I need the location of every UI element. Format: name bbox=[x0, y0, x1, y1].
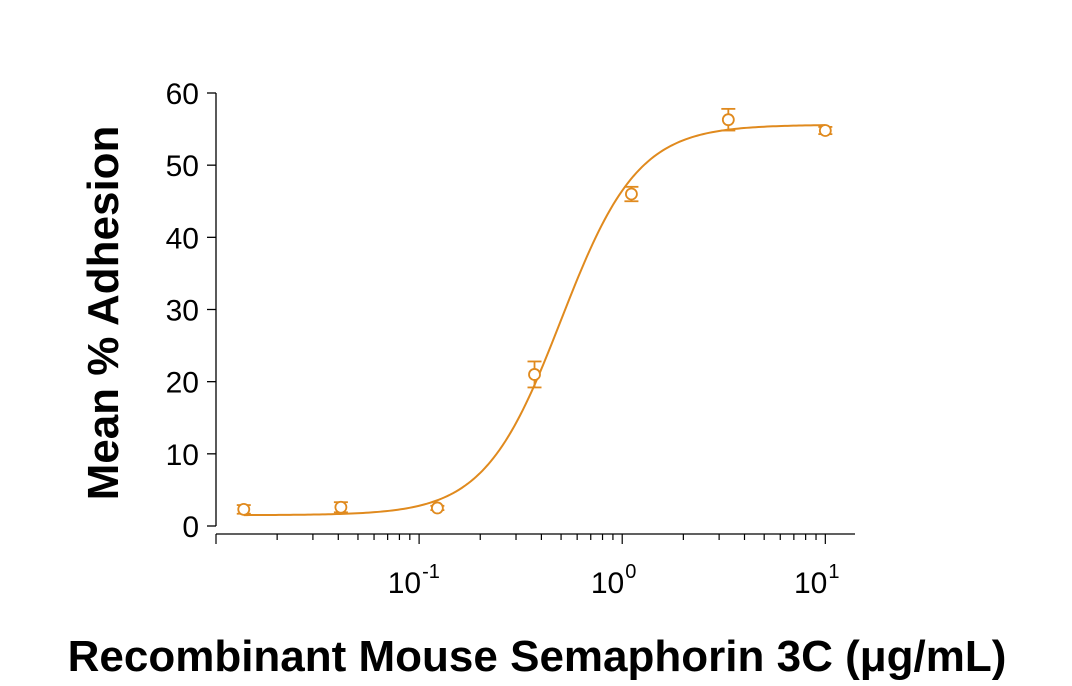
y-tick-label: 30 bbox=[166, 295, 199, 328]
data-point bbox=[237, 503, 251, 516]
data-point bbox=[721, 113, 735, 127]
x-axis: 10 -1 10 0 10 1 bbox=[215, 533, 855, 600]
y-axis: 0 10 20 30 40 50 60 bbox=[166, 78, 217, 544]
x-axis-title: Recombinant Mouse Semaphorin 3C (μg/mL) bbox=[68, 632, 1007, 681]
data-point bbox=[334, 500, 348, 514]
fit-curve bbox=[243, 124, 826, 517]
x-tick-label-base: 10 bbox=[591, 567, 624, 600]
x-tick-label-base: 10 bbox=[388, 567, 421, 600]
y-axis-title: Mean % Adhesion bbox=[79, 126, 128, 501]
data-point bbox=[818, 124, 832, 137]
data-points-layer bbox=[236, 107, 833, 516]
data-point bbox=[528, 368, 541, 381]
x-tick-label-exponent: -1 bbox=[422, 561, 440, 583]
y-tick-label: 0 bbox=[182, 511, 199, 544]
y-tick-label: 60 bbox=[166, 78, 199, 111]
x-tick-label-exponent: 0 bbox=[625, 561, 636, 583]
x-tick-label-exponent: 1 bbox=[828, 561, 839, 583]
y-tick-label: 10 bbox=[166, 439, 199, 472]
x-tick-label-base: 10 bbox=[794, 567, 827, 600]
data-point bbox=[625, 187, 638, 201]
data-point bbox=[430, 501, 444, 515]
fit-curve-layer bbox=[243, 124, 826, 517]
y-tick-label: 20 bbox=[166, 367, 199, 400]
y-tick-label: 40 bbox=[166, 222, 199, 255]
y-tick-label: 50 bbox=[166, 150, 199, 183]
